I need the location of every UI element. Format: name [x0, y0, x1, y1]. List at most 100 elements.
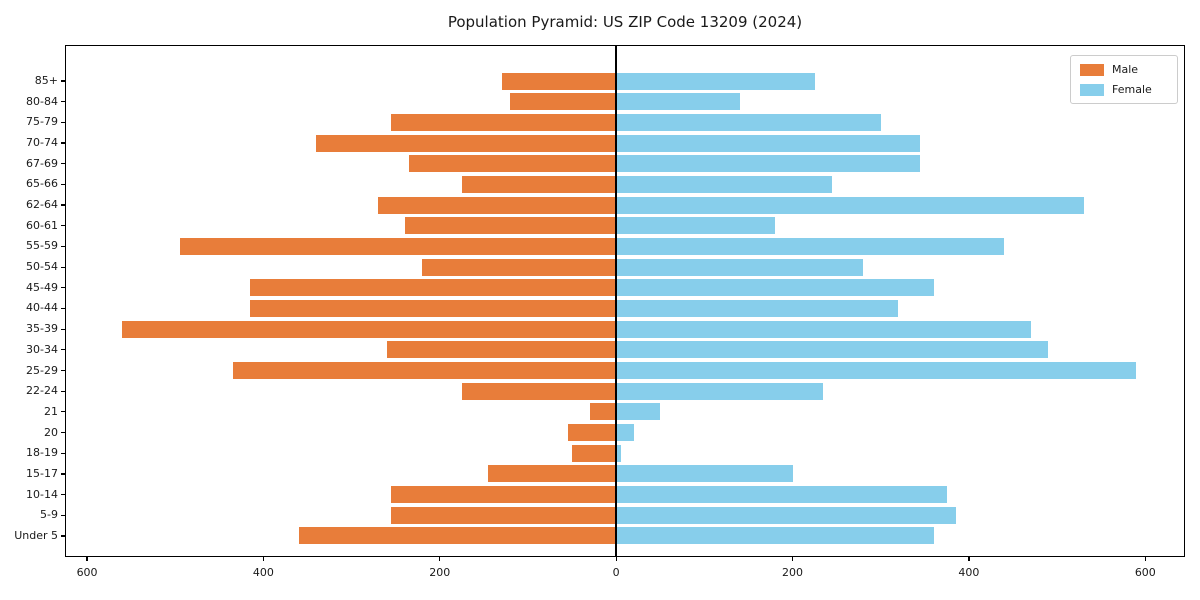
- x-tick-mark: [791, 557, 794, 561]
- y-tick-mark: [61, 452, 65, 454]
- y-axis-category-label: 35-39: [26, 322, 58, 336]
- male-bar: [589, 403, 617, 421]
- female-bar: [616, 527, 934, 545]
- x-tick-mark: [439, 557, 441, 561]
- legend-entry-female: Female: [1080, 83, 1168, 96]
- y-tick-mark: [61, 411, 65, 413]
- legend-label-male: Male: [1112, 63, 1139, 76]
- y-tick-mark: [61, 390, 65, 392]
- y-tick-mark: [61, 121, 65, 123]
- x-tick-mark: [262, 557, 264, 561]
- male-bar: [422, 258, 617, 276]
- y-tick-mark: [61, 369, 65, 372]
- female-bar: [616, 486, 947, 504]
- female-bar: [616, 155, 921, 173]
- female-bar: [616, 196, 1084, 214]
- x-tick-label: 200: [782, 566, 804, 579]
- y-axis-category-label: 21: [44, 404, 58, 418]
- female-bar: [616, 506, 956, 524]
- y-axis-category-label: 80-84: [26, 94, 58, 108]
- y-tick-mark: [61, 473, 65, 475]
- legend: Male Female: [1070, 55, 1178, 104]
- male-bar: [316, 134, 617, 152]
- y-tick-mark: [61, 535, 65, 537]
- male-bar: [461, 382, 617, 400]
- x-tick-label: 200: [429, 566, 451, 579]
- male-bar: [179, 237, 617, 255]
- x-tick-label: 0: [612, 566, 620, 579]
- y-tick-mark: [61, 349, 65, 351]
- x-tick-label: 400: [958, 566, 980, 579]
- male-bar: [510, 93, 617, 111]
- female-bar: [616, 465, 793, 483]
- x-tick-label: 400: [252, 566, 274, 579]
- y-axis-category-label: 75-79: [26, 115, 58, 129]
- male-bar: [408, 155, 617, 173]
- y-axis-category-label: 40-44: [26, 301, 58, 315]
- female-bar: [616, 424, 634, 442]
- y-axis-category-label: 30-34: [26, 342, 58, 356]
- y-tick-mark: [61, 225, 65, 227]
- y-axis-category-label: 70-74: [26, 136, 58, 150]
- y-axis-category-label: 55-59: [26, 239, 58, 253]
- y-axis-category-label: 15-17: [26, 466, 58, 480]
- y-tick-mark: [61, 245, 65, 248]
- female-bar: [616, 382, 824, 400]
- y-tick-mark: [61, 514, 65, 516]
- male-bar: [461, 175, 617, 193]
- x-tick-mark: [968, 557, 970, 561]
- male-bar: [386, 341, 617, 359]
- legend-label-female: Female: [1112, 83, 1152, 96]
- female-bar: [616, 113, 881, 131]
- female-bar: [616, 258, 864, 276]
- zero-axis-line: [615, 45, 617, 557]
- male-bar: [391, 486, 617, 504]
- y-axis-category-label: 62-64: [26, 198, 58, 212]
- y-axis-category-label: 67-69: [26, 156, 58, 170]
- female-bar: [616, 362, 1137, 380]
- female-bar: [616, 320, 1031, 338]
- male-bar: [572, 444, 617, 462]
- y-tick-mark: [61, 80, 65, 82]
- y-axis-category-label: 60-61: [26, 218, 58, 232]
- y-tick-mark: [61, 101, 65, 103]
- y-axis-category-label: 25-29: [26, 363, 58, 377]
- female-bar: [616, 403, 661, 421]
- y-axis-category-label: 85+: [34, 74, 58, 87]
- y-tick-mark: [61, 142, 65, 144]
- female-bar: [616, 93, 740, 111]
- y-tick-mark: [61, 431, 65, 434]
- female-bar: [616, 134, 921, 152]
- y-axis-category-label: 18-19: [26, 446, 58, 460]
- y-tick-mark: [61, 328, 65, 330]
- male-bar: [501, 72, 617, 90]
- legend-entry-male: Male: [1080, 63, 1168, 76]
- male-bar: [391, 506, 617, 524]
- male-bar: [298, 527, 617, 545]
- x-tick-mark: [1144, 557, 1146, 561]
- male-bar: [250, 279, 617, 297]
- plot-area: Male Female 85+ 80-84 75-79 70-74 67-69 65-66…: [14, 45, 1185, 579]
- x-tick-mark: [615, 557, 617, 561]
- male-bar: [404, 217, 617, 235]
- y-axis-category-label: Under 5: [14, 528, 58, 542]
- y-tick-mark: [61, 287, 65, 289]
- x-tick-label: 600: [76, 566, 98, 579]
- y-axis-category-label: 22-24: [26, 384, 58, 398]
- y-tick-mark: [61, 266, 65, 268]
- male-bar: [232, 362, 617, 380]
- y-tick-mark: [61, 204, 65, 206]
- y-axis-category-label: 20: [44, 425, 58, 439]
- y-tick-mark: [61, 163, 65, 165]
- female-bar: [616, 279, 934, 297]
- y-axis-category-label: 50-54: [26, 260, 58, 274]
- male-bar: [567, 424, 617, 442]
- female-bar: [616, 341, 1049, 359]
- female-color-swatch: [1080, 83, 1104, 96]
- male-bar: [122, 320, 617, 338]
- y-axis-category-label: 5-9: [40, 508, 58, 522]
- y-tick-mark: [61, 183, 65, 185]
- female-bar: [616, 175, 833, 193]
- male-bar: [391, 113, 617, 131]
